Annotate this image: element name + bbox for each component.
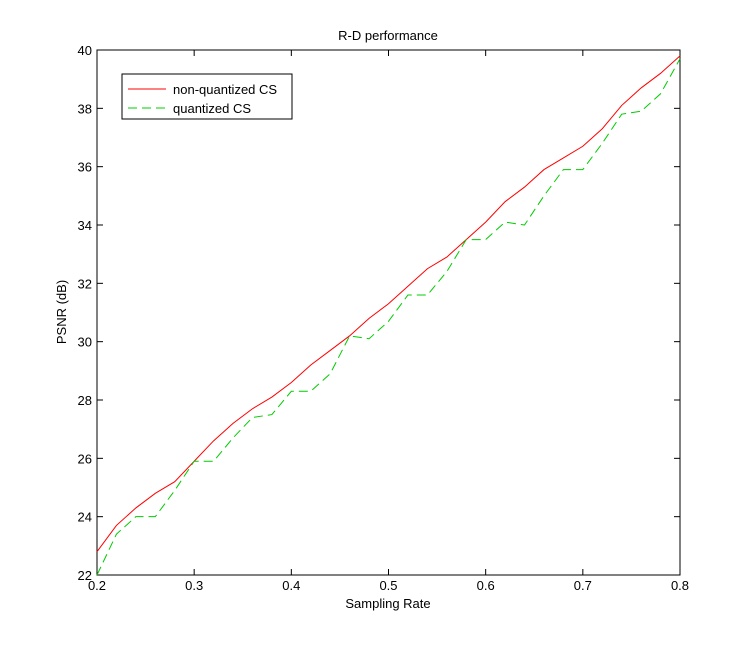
y-tick-label: 32 [78, 276, 92, 291]
legend: non-quantized CS quantized CS [121, 73, 293, 120]
series-line-quantized-cs [96, 58, 681, 576]
x-tick-label: 0.2 [88, 578, 106, 593]
x-axis-ticks: 0.2 0.3 0.4 0.5 0.6 0.7 0.8 [88, 50, 689, 593]
y-tick-label: 22 [78, 568, 92, 583]
x-tick-label: 0.5 [379, 578, 397, 593]
x-tick-label: 0.8 [671, 578, 689, 593]
y-tick-label: 34 [78, 218, 92, 233]
y-tick-label: 36 [78, 160, 92, 175]
x-tick-label: 0.4 [282, 578, 300, 593]
y-tick-label: 38 [78, 101, 92, 116]
legend-label-non-quantized-cs: non-quantized CS [173, 82, 277, 97]
y-tick-label: 40 [78, 43, 92, 58]
y-tick-label: 24 [78, 510, 92, 525]
y-tick-label: 28 [78, 393, 92, 408]
series-lines [96, 55, 681, 576]
y-tick-label: 26 [78, 451, 92, 466]
legend-label-quantized-cs: quantized CS [173, 101, 251, 116]
y-tick-label: 30 [78, 335, 92, 350]
y-axis-label: PSNR (dB) [54, 280, 69, 344]
x-tick-label: 0.6 [477, 578, 495, 593]
x-tick-label: 0.7 [574, 578, 592, 593]
chart-title: R-D performance [338, 28, 438, 43]
x-axis-label: Sampling Rate [345, 596, 430, 611]
plot-area [96, 49, 681, 576]
y-axis-ticks: 22 24 26 28 30 32 34 36 38 40 [78, 43, 680, 583]
legend-box [121, 73, 293, 120]
x-tick-label: 0.3 [185, 578, 203, 593]
